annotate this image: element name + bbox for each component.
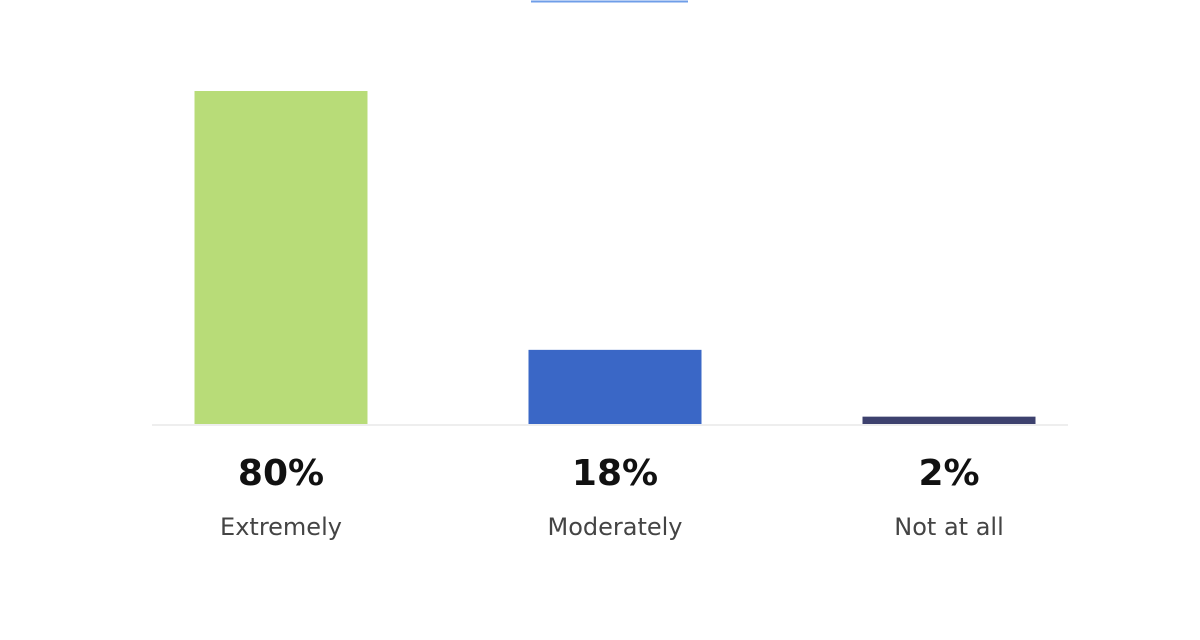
bar-not-at-all [862, 416, 1036, 425]
value-label-extremely: 80% [238, 453, 324, 494]
category-label-extremely: Extremely [220, 513, 342, 541]
category-label-moderately: Moderately [547, 513, 682, 541]
bar-moderately [528, 349, 702, 425]
bar-extremely [194, 91, 368, 425]
bars-group [194, 91, 1036, 425]
category-label-not-at-all: Not at all [894, 513, 1003, 541]
value-label-not-at-all: 2% [918, 453, 979, 494]
labels-group: 80% Extremely 18% Moderately 2% Not at all [220, 453, 1004, 541]
value-label-moderately: 18% [572, 453, 658, 494]
